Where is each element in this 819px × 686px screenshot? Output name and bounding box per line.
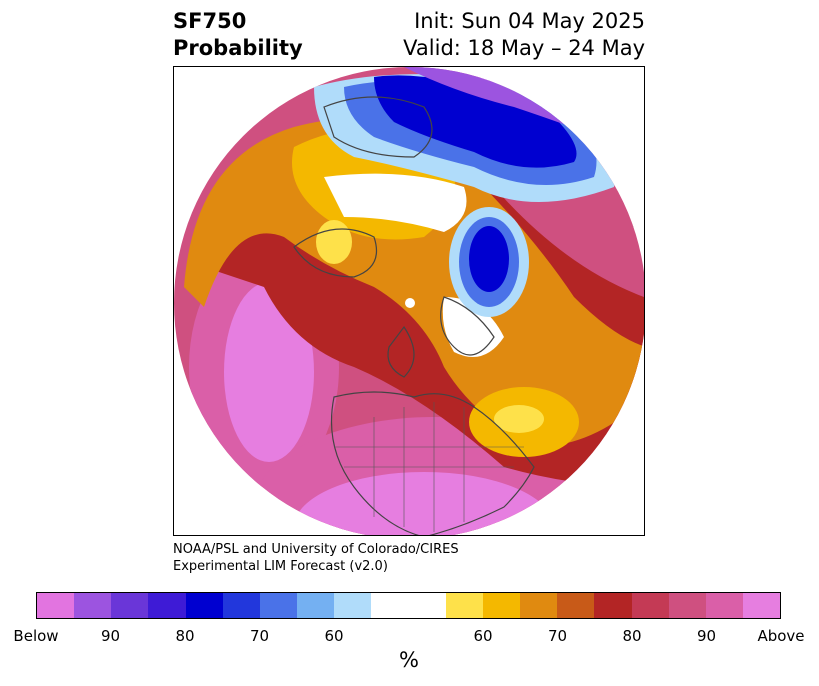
credit-line-1: NOAA/PSL and University of Colorado/CIRE… [173, 542, 459, 557]
field-below-3 [374, 75, 577, 168]
colorbar-segment [297, 593, 335, 618]
field-south-high-2 [294, 472, 554, 535]
colorbar-segment [594, 593, 632, 618]
title-quantity: Probability [173, 36, 303, 60]
colorbar-segment [408, 593, 446, 618]
colorbar-segment [74, 593, 112, 618]
colorbar [36, 592, 781, 619]
colorbar-segment [520, 593, 558, 618]
colorbar-segment [445, 593, 483, 618]
colorbar-segment [557, 593, 595, 618]
field-orange-band [184, 118, 644, 447]
init-date: Init: Sun 04 May 2025 [414, 9, 645, 33]
title-variable: SF750 [173, 9, 247, 33]
colorbar-tick-label: 70 [547, 627, 568, 645]
colorbar-tick-label: 90 [696, 627, 717, 645]
colorbar-tick-label: 60 [473, 627, 493, 645]
colorbar-tick-label: 80 [622, 627, 642, 645]
colorbar-segment [482, 593, 521, 618]
field-below-8 [469, 226, 509, 292]
polar-map [173, 66, 645, 536]
colorbar-tick-label: 70 [249, 627, 270, 645]
colorbar-segment [334, 593, 372, 618]
pole-marker [405, 298, 415, 308]
colorbar-segment [111, 593, 149, 618]
colorbar-segment [185, 593, 223, 618]
colorbar-tick-label: Below [13, 627, 59, 645]
colorbar-tick-label: 80 [175, 627, 195, 645]
credit-text: NOAA/PSL and University of Colorado/CIRE… [173, 541, 459, 575]
field-neutral-1 [324, 173, 467, 232]
colorbar-segment [37, 593, 75, 618]
colorbar-segment [631, 593, 669, 618]
colorbar-tick-label: 60 [324, 627, 344, 645]
colorbar-segment [222, 593, 260, 618]
credit-line-2: Experimental LIM Forecast (v2.0) [173, 559, 388, 574]
field-yellow-4 [316, 220, 352, 264]
colorbar-tick-label: Above [757, 627, 805, 645]
field-neutral-2 [442, 297, 504, 357]
probability-map-svg [174, 67, 644, 535]
colorbar-segment [705, 593, 743, 618]
colorbar-segment [371, 593, 409, 618]
map-title: SF750 Probability [173, 8, 303, 62]
colorbar-tick-label: 90 [100, 627, 121, 645]
colorbar-segment [148, 593, 186, 618]
state-borders [334, 402, 524, 532]
colorbar-unit-label: % [399, 648, 419, 672]
colorbar-segment [259, 593, 298, 618]
field-yellow-3 [494, 405, 544, 433]
valid-dates: Valid: 18 May – 24 May [403, 36, 645, 60]
forecast-dates: Init: Sun 04 May 2025 Valid: 18 May – 24… [403, 8, 645, 62]
colorbar-segment [668, 593, 706, 618]
colorbar-segment [742, 593, 781, 618]
